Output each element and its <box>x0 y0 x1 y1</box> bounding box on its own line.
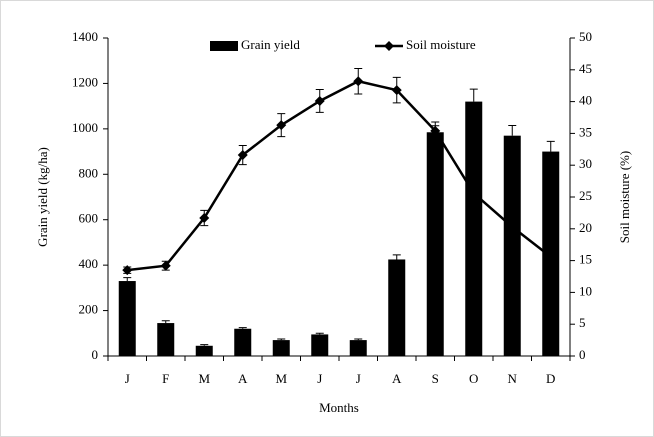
marker <box>122 265 133 276</box>
y-tick-label: 1200 <box>72 74 98 89</box>
x-tick-label: A <box>392 371 402 386</box>
y-tick-label: 0 <box>92 347 99 362</box>
y2-tick-label: 25 <box>579 188 592 203</box>
x-tick-label: N <box>508 371 518 386</box>
marker <box>276 120 287 131</box>
bar <box>426 132 444 356</box>
marker <box>237 150 248 161</box>
y-tick-label: 200 <box>79 302 99 317</box>
x-tick-label: J <box>317 371 322 386</box>
marker <box>314 95 325 106</box>
y-tick-label: 800 <box>79 165 99 180</box>
error-bar <box>392 254 401 260</box>
bar <box>195 345 213 356</box>
y2-tick-label: 40 <box>579 93 592 108</box>
y-tick-label: 1000 <box>72 120 98 135</box>
marker <box>430 125 441 136</box>
error-bar <box>508 124 517 136</box>
bar <box>118 281 136 356</box>
bar <box>234 328 252 356</box>
y2-tick-label: 30 <box>579 156 592 171</box>
x-tick-label: J <box>125 371 130 386</box>
bar <box>349 340 367 356</box>
x-tick-label: F <box>162 371 169 386</box>
y2-tick-label: 10 <box>579 283 592 298</box>
error-bar <box>546 140 555 152</box>
y2-tick-label: 0 <box>579 347 586 362</box>
legend-swatch <box>210 41 238 51</box>
marker <box>160 260 171 271</box>
x-tick-label: A <box>238 371 248 386</box>
x-tick-label: M <box>198 371 210 386</box>
y-tick-label: 600 <box>79 211 99 226</box>
x-tick-label: M <box>275 371 287 386</box>
line <box>127 79 552 272</box>
legend-label: Grain yield <box>241 37 300 52</box>
y-axis-label: Grain yield (kg/ha) <box>35 147 50 247</box>
bar <box>157 323 175 356</box>
x-axis-label: Months <box>319 400 359 415</box>
y2-tick-label: 5 <box>579 315 586 330</box>
bar <box>465 101 483 356</box>
x-tick-label: O <box>469 371 478 386</box>
bar <box>311 334 329 356</box>
marker <box>468 188 479 199</box>
legend-swatch <box>384 41 394 51</box>
marker <box>353 76 364 87</box>
bar <box>388 259 406 356</box>
error-bar <box>238 327 247 329</box>
bar <box>272 340 290 356</box>
y2-tick-label: 15 <box>579 252 592 267</box>
y2-tick-label: 20 <box>579 220 592 235</box>
y2-tick-label: 50 <box>579 29 592 44</box>
legend-label: Soil moisture <box>406 37 476 52</box>
x-tick-label: J <box>356 371 361 386</box>
error-bar <box>277 338 286 341</box>
error-bar <box>469 88 478 102</box>
marker <box>199 212 210 223</box>
error-bar <box>354 338 363 341</box>
y-tick-label: 400 <box>79 256 99 271</box>
bar <box>503 135 521 356</box>
error-bar <box>315 332 324 335</box>
error-bar <box>200 344 209 346</box>
marker <box>391 85 402 96</box>
y2-axis-label: Soil moisture (%) <box>617 151 632 243</box>
error-bar <box>123 277 132 282</box>
x-tick-label: S <box>432 371 439 386</box>
marker <box>507 221 518 232</box>
y-tick-label: 1400 <box>72 29 98 44</box>
y2-tick-label: 35 <box>579 124 592 139</box>
y2-tick-label: 45 <box>579 61 592 76</box>
error-bar <box>161 320 170 324</box>
marker <box>545 251 556 262</box>
x-tick-label: D <box>546 371 555 386</box>
